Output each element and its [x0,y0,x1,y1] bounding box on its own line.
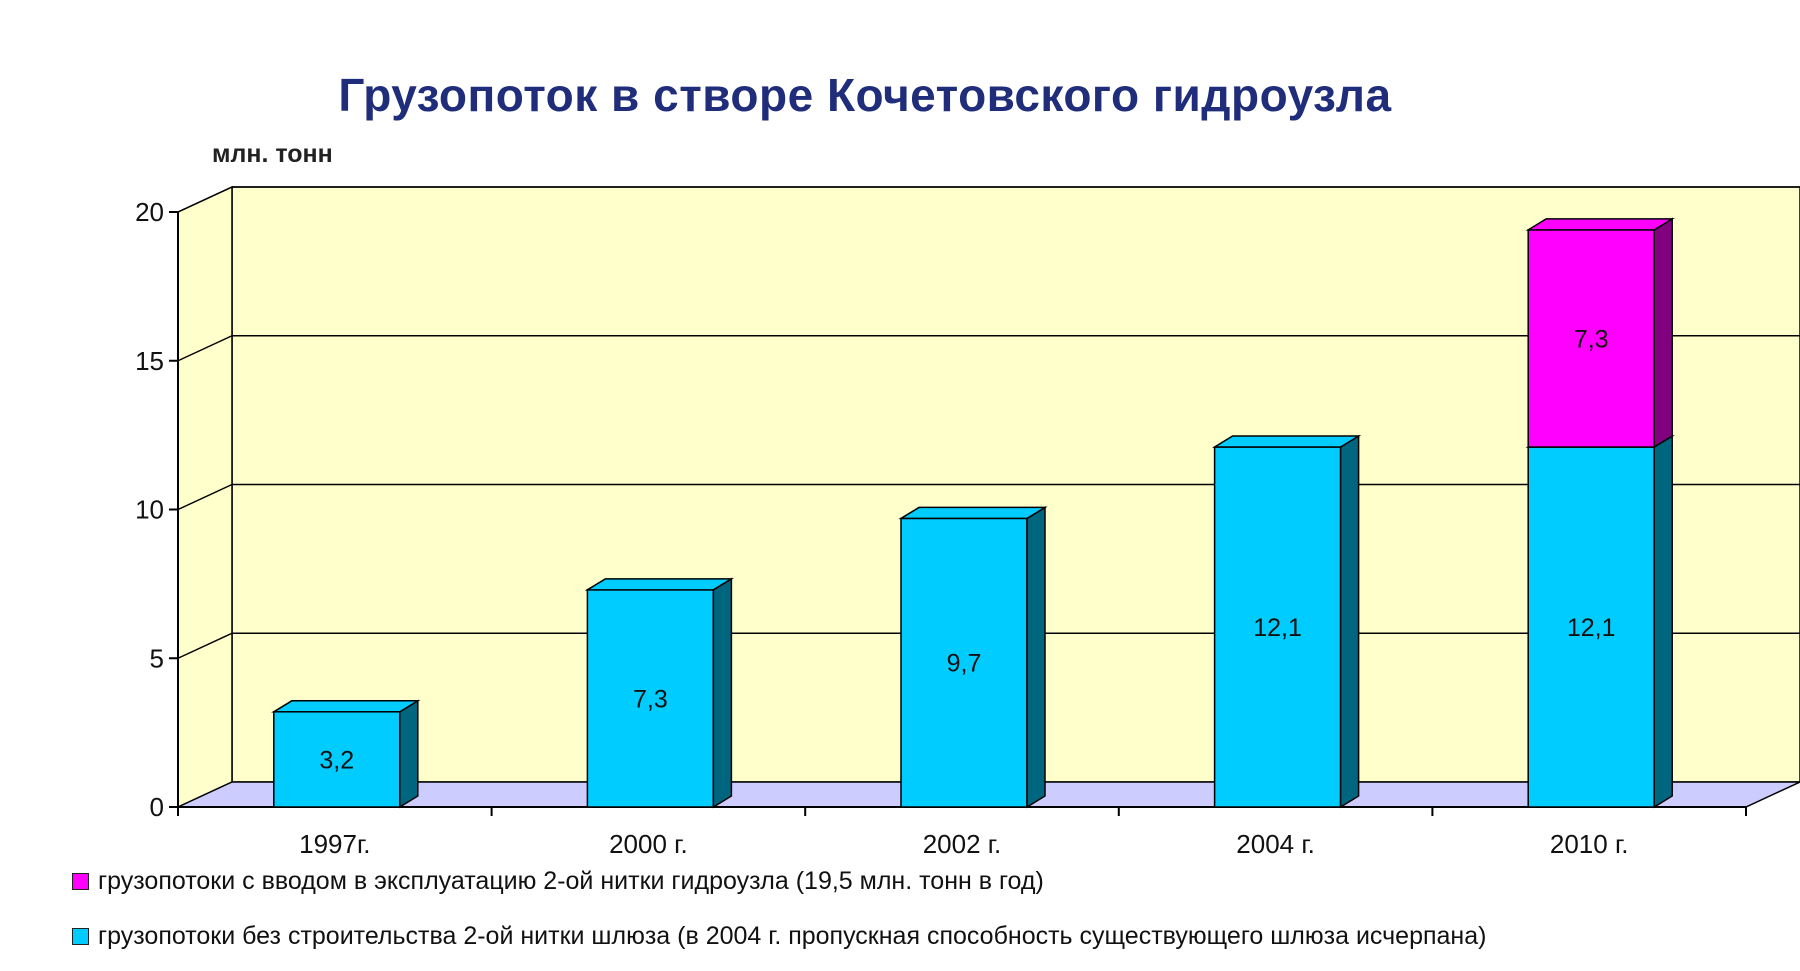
y-tick-label: 5 [150,643,164,673]
x-tick-label: 1997г. [299,829,370,859]
y-tick-label: 20 [135,197,164,227]
x-tick-label: 2010 г. [1550,829,1629,859]
bar-data-label: 12,1 [1253,614,1302,642]
bar-data-label: 7,3 [1574,325,1609,353]
legend-label: грузопотоки с вводом в эксплуатацию 2-ой… [98,867,1044,895]
bar-data-label: 7,3 [633,685,668,713]
y-tick-label: 0 [150,792,164,822]
legend-item-second-lock: грузопотоки с вводом в эксплуатацию 2-ой… [72,867,1044,896]
bar-segment-side [399,699,419,809]
gridline-side [177,186,233,213]
bar-segment-side [1026,506,1046,809]
gridline-side [177,483,233,511]
bar-segment-front [1527,446,1655,808]
bar-data-label: 9,7 [947,650,982,678]
x-tick-label: 2004 г. [1236,829,1315,859]
bar-segment-side [712,577,733,809]
x-tick-label: 2002 г. [923,829,1002,859]
bar-segment-side [1653,217,1673,449]
bar-segment-front [1527,229,1655,448]
chart-title: Грузопоток в створе Кочетовского гидроуз… [338,69,1392,121]
bar-data-label: 12,1 [1567,614,1616,642]
bar-segment-front [586,589,715,808]
bar-segment-top [898,506,1048,520]
bar-segment-top [584,578,735,591]
y-tick-label: 10 [135,495,164,525]
y-tick-label: 15 [135,346,164,376]
bar-data-label: 3,2 [319,746,354,774]
legend-label: грузопотоки без строительства 2-ой нитки… [98,922,1487,950]
x-tick-label: 2000 г. [609,829,688,859]
gridline-side [177,335,233,362]
bar-segment-top [1211,435,1362,448]
bar-segment-side [1653,434,1673,809]
gridline-side [177,632,233,659]
bar-segment-front [1213,446,1342,808]
bar-segment-top [1525,218,1675,231]
legend-item-no-construction: грузопотоки без строительства 2-ой нитки… [72,922,1486,951]
legend-swatch-cyan [72,928,89,945]
legend-swatch-magenta [72,873,89,890]
y-axis-unit-label: млн. тонн [212,140,333,168]
bar-segment-top [271,700,421,713]
bar-segment-side [1339,434,1360,809]
